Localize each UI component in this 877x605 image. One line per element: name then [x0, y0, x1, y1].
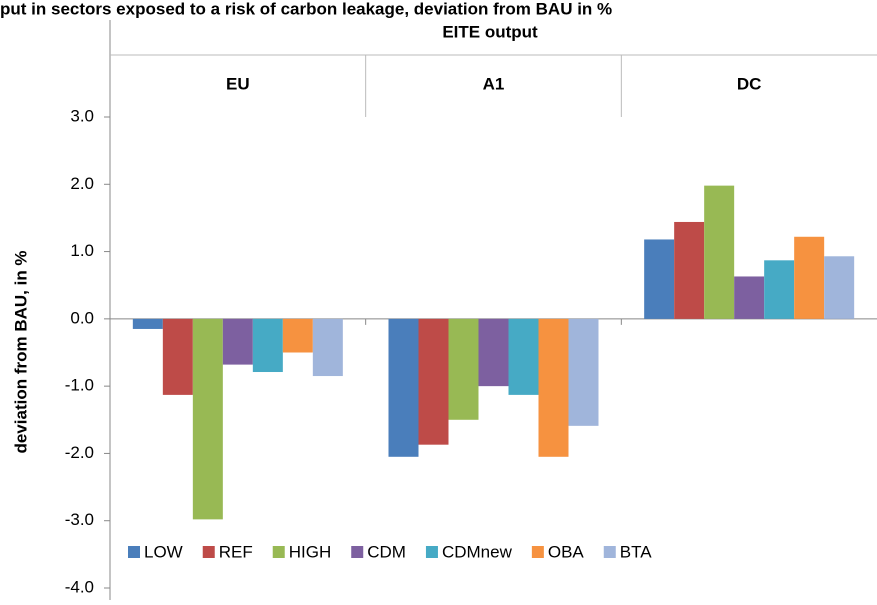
- bar: [734, 276, 765, 319]
- legend-label: CDM: [367, 542, 406, 561]
- bar: [824, 256, 855, 319]
- legend-label: BTA: [620, 542, 652, 561]
- y-tick-label: 3.0: [70, 106, 94, 125]
- bar: [418, 318, 449, 445]
- legend-swatch: [351, 546, 364, 558]
- bar: [478, 318, 509, 387]
- chart-title: put in sectors exposed to a risk of carb…: [0, 0, 612, 18]
- legend-swatch: [272, 546, 285, 558]
- legend-swatch: [531, 546, 544, 558]
- category-label: DC: [737, 74, 762, 93]
- y-tick-label: -3.0: [65, 510, 94, 529]
- legend-swatch: [202, 546, 215, 558]
- bar: [764, 260, 795, 319]
- legend-label: CDMnew: [442, 542, 513, 561]
- bar: [448, 318, 479, 420]
- y-tick-label: 0.0: [70, 308, 94, 327]
- y-tick-label: -2.0: [65, 443, 94, 462]
- category-label: EU: [226, 74, 250, 93]
- header: EITE output: [442, 22, 538, 41]
- bar: [162, 318, 193, 395]
- legend-swatch: [425, 546, 438, 558]
- bar: [388, 318, 419, 457]
- legend-label: HIGH: [289, 542, 332, 561]
- legend-label: LOW: [144, 542, 183, 561]
- y-tick-label: 2.0: [70, 174, 94, 193]
- legend-label: OBA: [548, 542, 585, 561]
- y-tick-label: -1.0: [65, 376, 94, 395]
- bar: [644, 239, 675, 319]
- bar: [192, 318, 223, 520]
- bar: [674, 221, 705, 319]
- bar: [704, 185, 735, 319]
- bar: [508, 318, 539, 395]
- bar: [794, 236, 825, 319]
- legend-label: REF: [219, 542, 253, 561]
- bar: [282, 318, 313, 353]
- legend-swatch: [603, 546, 616, 558]
- category-label: A1: [483, 74, 505, 93]
- bar: [568, 318, 599, 426]
- bar: [252, 318, 283, 373]
- bar: [132, 318, 163, 329]
- bar: [312, 318, 343, 377]
- y-tick-label: 1.0: [70, 241, 94, 260]
- y-axis-label: deviation from BAU, in %: [11, 250, 30, 453]
- bar: [222, 318, 253, 365]
- legend-swatch: [128, 546, 140, 558]
- y-tick-label: -4.0: [65, 577, 94, 596]
- bar: [538, 318, 569, 457]
